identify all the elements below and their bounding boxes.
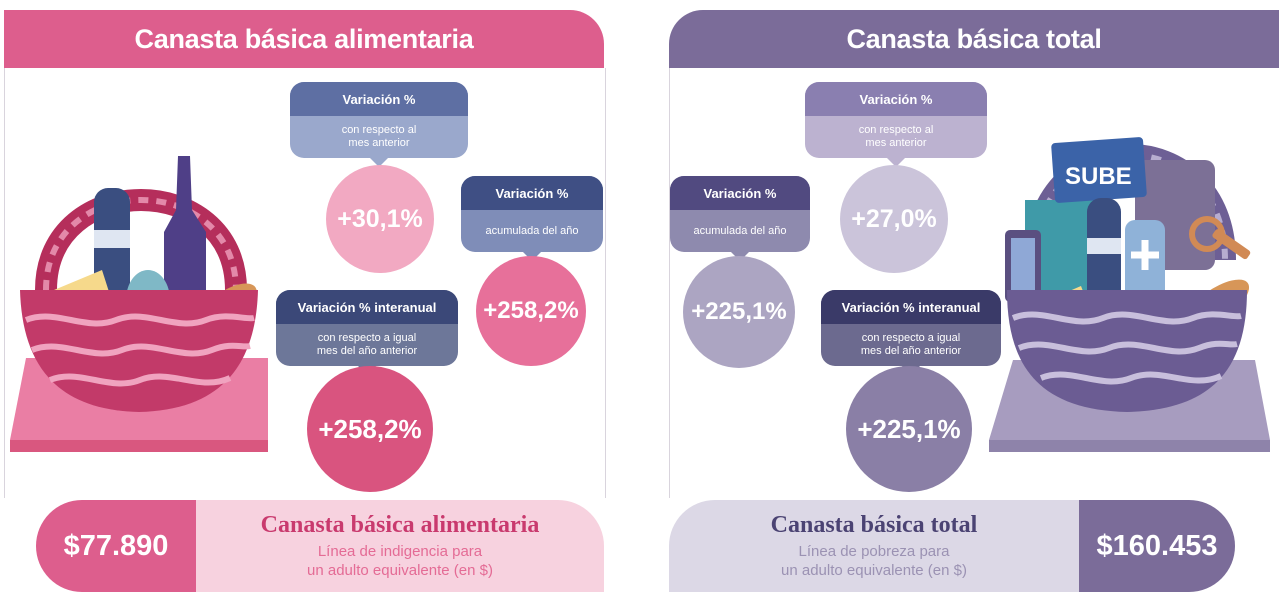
accumulated-variation-title: Variación % — [461, 176, 603, 210]
yearly-variation-sub2: mes del año anterior — [860, 345, 962, 357]
total-basket-header: Canasta básica total — [669, 10, 1279, 68]
yearly-variation-title: Variación % interanual — [276, 290, 458, 324]
food-basket-summary-title: Canasta básica alimentaria — [260, 512, 540, 538]
table-shelf-front — [10, 440, 268, 452]
monthly-variation-label: Variación % con respecto al mes anterior — [290, 82, 468, 167]
table-shelf-front — [989, 440, 1270, 452]
sube-card-text: SUBE — [1065, 163, 1132, 190]
wine-bottle — [164, 156, 206, 320]
food-basket-summary: $77.890 Canasta básica alimentaria Línea… — [36, 500, 604, 592]
basket-handle-pattern — [43, 197, 239, 291]
total-basket-amount: $160.453 — [1079, 500, 1235, 592]
yearly-variation-label: Variación % interanual con respecto a ig… — [821, 290, 1001, 375]
sube-card — [1051, 137, 1147, 203]
yearly-variation-value: +225,1% — [846, 366, 972, 492]
total-basket-panel: Canasta básica total Variación % con res… — [665, 0, 1280, 597]
total-basket-illustration: SUBE — [989, 137, 1270, 452]
monthly-variation-title: Variación % — [805, 82, 987, 116]
yearly-variation-sub2: mes del año anterior — [316, 345, 418, 357]
accumulated-variation-title: Variación % — [670, 176, 810, 210]
accumulated-variation-sub: acumulada del año — [485, 224, 579, 237]
monthly-variation-label: Variación % con respecto al mes anterior — [805, 82, 987, 167]
accumulated-variation-value: +225,1% — [683, 256, 795, 368]
total-basket-summary-title: Canasta básica total — [770, 512, 978, 538]
monthly-variation-title: Variación % — [290, 82, 468, 116]
total-basket-summary-line1: Línea de pobreza para — [798, 543, 950, 560]
yearly-variation-sub1: con respecto a igual — [317, 332, 417, 344]
food-basket-frame — [4, 68, 606, 498]
yearly-variation-sub1: con respecto a igual — [861, 332, 961, 344]
food-basket-summary-line2: un adulto equivalente (en $) — [307, 562, 493, 579]
accumulated-variation-value: +258,2% — [476, 256, 586, 366]
food-basket-header: Canasta básica alimentaria — [4, 10, 604, 68]
monthly-variation-sub2: mes anterior — [348, 137, 410, 149]
bottle-label — [94, 230, 130, 248]
monthly-variation-value: +27,0% — [840, 165, 948, 273]
total-basket-frame — [669, 68, 1280, 498]
yearly-variation-value: +258,2% — [307, 366, 433, 492]
total-basket-summary: Canasta básica total Línea de pobreza pa… — [669, 500, 1235, 592]
monthly-variation-sub2: mes anterior — [865, 137, 927, 149]
accumulated-variation-sub: acumulada del año — [693, 224, 787, 237]
accumulated-variation-label: Variación % acumulada del año — [461, 176, 603, 261]
monthly-variation-sub1: con respecto al — [858, 124, 934, 136]
total-basket-summary-line2: un adulto equivalente (en $) — [781, 562, 967, 579]
monthly-variation-sub1: con respecto al — [341, 124, 417, 136]
food-basket-summary-line1: Línea de indigencia para — [317, 543, 483, 560]
yearly-variation-title: Variación % interanual — [821, 290, 1001, 324]
yearly-variation-label: Variación % interanual con respecto a ig… — [276, 290, 458, 375]
food-basket-panel: Canasta básica alimentaria Variación % c… — [0, 0, 610, 597]
food-basket-illustration — [10, 156, 268, 452]
monthly-variation-value: +30,1% — [326, 165, 434, 273]
accumulated-variation-label: Variación % acumulada del año — [670, 176, 810, 261]
food-basket-amount: $77.890 — [36, 500, 196, 592]
